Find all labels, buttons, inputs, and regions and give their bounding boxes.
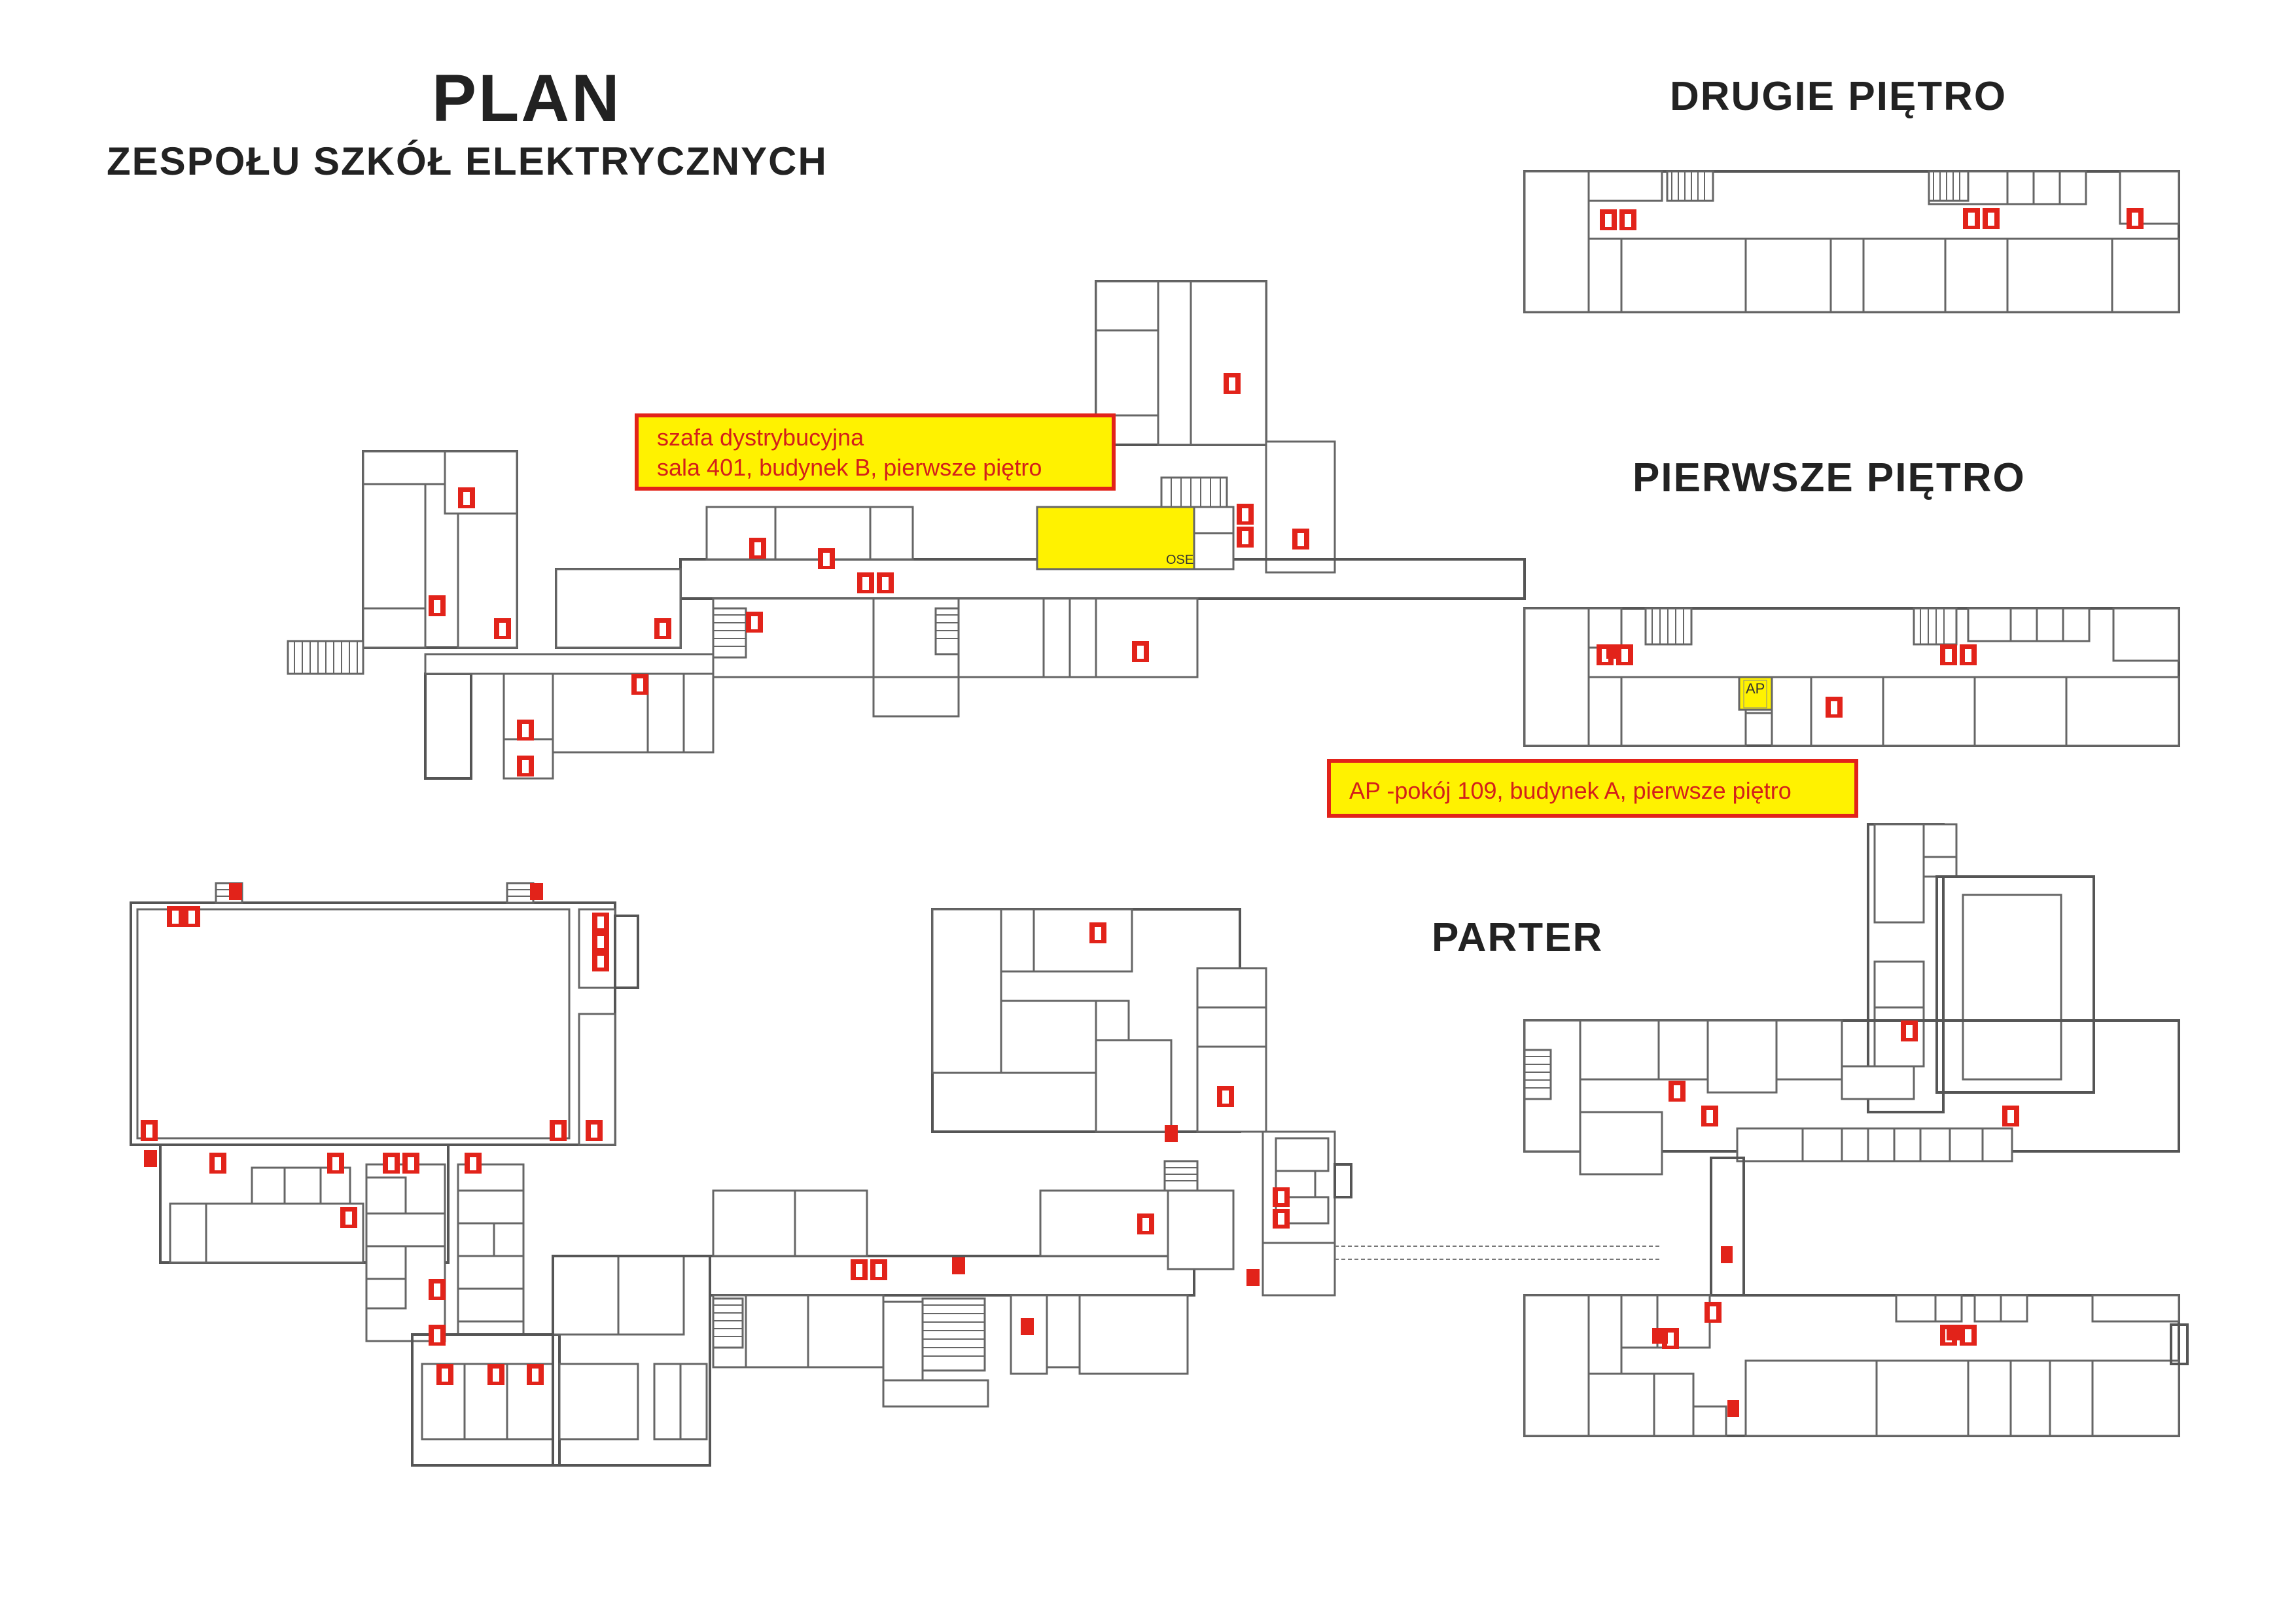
fire-extinguisher-icon bbox=[1983, 208, 2000, 229]
stairs-icon bbox=[712, 1297, 744, 1349]
fire-hydrant-icon bbox=[1727, 1400, 1739, 1417]
fire-extinguisher-icon bbox=[1701, 1106, 1718, 1126]
fire-extinguisher-icon bbox=[383, 1153, 400, 1174]
ap-callout: AP -pokój 109, budynek A, pierwsze piętr… bbox=[1327, 759, 1858, 818]
fire-hydrant-icon bbox=[1606, 644, 1621, 659]
fire-extinguisher-icon bbox=[1217, 1086, 1234, 1107]
fire-extinguisher-icon bbox=[429, 1279, 446, 1300]
fire-extinguisher-icon bbox=[402, 1153, 419, 1174]
fire-hydrant-icon bbox=[1721, 1246, 1733, 1263]
stairs-icon bbox=[1666, 170, 1714, 202]
fire-extinguisher-icon bbox=[818, 548, 835, 569]
floor-label-ground: PARTER bbox=[1432, 915, 1604, 960]
fire-extinguisher-icon bbox=[1901, 1021, 1918, 1041]
fire-hydrant-icon bbox=[1246, 1269, 1260, 1286]
fire-extinguisher-icon bbox=[2002, 1106, 2019, 1126]
stairs-icon bbox=[1928, 170, 1969, 202]
fire-extinguisher-icon bbox=[1940, 644, 1957, 665]
fire-extinguisher-icon bbox=[1600, 209, 1617, 230]
fire-extinguisher-icon bbox=[1273, 1187, 1290, 1207]
fire-extinguisher-icon bbox=[851, 1259, 868, 1280]
fire-extinguisher-icon bbox=[517, 756, 534, 777]
stairs-icon bbox=[1644, 607, 1693, 646]
stairs-icon bbox=[215, 882, 535, 904]
plan-subtitle: ZESPOŁU SZKÓŁ ELEKTRYCZNYCH bbox=[107, 139, 828, 183]
fire-extinguisher-icon bbox=[1826, 697, 1843, 718]
distribution-cabinet-callout: szafa dystrybucyjna sala 401, budynek B,… bbox=[635, 413, 1116, 491]
ground-floor-plan bbox=[130, 823, 2189, 1467]
stairs-icon bbox=[1163, 1160, 1199, 1192]
stairs-icon bbox=[934, 607, 960, 655]
fire-extinguisher-icon bbox=[1132, 641, 1149, 662]
fire-hydrant-icon bbox=[1165, 1125, 1178, 1142]
fire-extinguisher-icon bbox=[631, 674, 648, 695]
fire-extinguisher-icon bbox=[1619, 209, 1636, 230]
fire-extinguisher-icon bbox=[592, 952, 609, 971]
fire-hydrant-icon bbox=[530, 883, 543, 900]
fire-hydrant-icon bbox=[1947, 1325, 1962, 1340]
fire-extinguisher-icon bbox=[592, 913, 609, 932]
fire-extinguisher-icon bbox=[141, 1120, 158, 1141]
floor-label-second: DRUGIE PIĘTRO bbox=[1670, 74, 2007, 119]
callout-ap-text: AP -pokój 109, budynek A, pierwsze piętr… bbox=[1349, 777, 1792, 804]
fire-extinguisher-icon bbox=[746, 612, 763, 633]
fire-hydrant-icon bbox=[1021, 1318, 1034, 1335]
plan-title: PLAN bbox=[432, 61, 622, 135]
fire-extinguisher-icon bbox=[1963, 208, 1980, 229]
fire-extinguisher-icon bbox=[2127, 208, 2144, 229]
fire-hydrant-icon bbox=[229, 883, 242, 900]
fire-extinguisher-icon bbox=[429, 595, 446, 616]
floor-label-first: PIERWSZE PIĘTRO bbox=[1633, 455, 2026, 500]
fire-extinguisher-icon bbox=[1224, 373, 1241, 394]
fire-extinguisher-icon bbox=[877, 572, 894, 593]
fire-extinguisher-icon bbox=[527, 1364, 544, 1385]
fire-extinguisher-icon bbox=[1960, 644, 1977, 665]
fire-extinguisher-icon bbox=[209, 1153, 226, 1174]
fire-extinguisher-icon bbox=[167, 906, 184, 927]
fire-extinguisher-icon bbox=[517, 720, 534, 741]
stairs-icon bbox=[287, 640, 364, 675]
fire-extinguisher-icon bbox=[1273, 1209, 1290, 1229]
fire-extinguisher-icon bbox=[327, 1153, 344, 1174]
fire-extinguisher-icon bbox=[1089, 922, 1106, 943]
fire-extinguisher-icon bbox=[550, 1120, 567, 1141]
fire-extinguisher-icon bbox=[654, 618, 671, 639]
fire-extinguisher-icon bbox=[592, 932, 609, 952]
stairs-icon bbox=[1913, 607, 1958, 646]
fire-extinguisher-icon bbox=[487, 1364, 504, 1385]
fire-extinguisher-icon bbox=[429, 1325, 446, 1346]
ap-marker: AP bbox=[1746, 680, 1765, 697]
callout-cabinet-line2: sala 401, budynek B, pierwsze piętro bbox=[657, 454, 1042, 481]
fire-extinguisher-icon bbox=[1237, 504, 1254, 525]
fire-hydrant-icon bbox=[952, 1257, 965, 1274]
fire-extinguisher-icon bbox=[458, 487, 475, 508]
fire-extinguisher-icon bbox=[183, 906, 200, 927]
ose-marker: OSE bbox=[1166, 553, 1194, 567]
fire-extinguisher-icon bbox=[465, 1153, 482, 1174]
stairs-icon bbox=[921, 1297, 986, 1372]
stairs-icon bbox=[1523, 1049, 1552, 1100]
stairs-icon bbox=[1160, 476, 1228, 508]
fire-extinguisher-icon bbox=[1292, 529, 1309, 550]
fire-extinguisher-icon bbox=[857, 572, 874, 593]
fire-extinguisher-icon bbox=[1669, 1081, 1686, 1102]
fire-extinguisher-icon bbox=[749, 538, 766, 559]
fire-hydrant-icon bbox=[144, 1150, 157, 1167]
callout-cabinet-line1: szafa dystrybucyjna bbox=[657, 424, 864, 451]
fire-safety-icons bbox=[141, 208, 2144, 1417]
fire-extinguisher-icon bbox=[1237, 527, 1254, 548]
fire-extinguisher-icon bbox=[1137, 1213, 1154, 1234]
fire-extinguisher-icon bbox=[494, 618, 511, 639]
fire-extinguisher-icon bbox=[1960, 1325, 1977, 1346]
fire-extinguisher-icon bbox=[1704, 1302, 1722, 1323]
stairs-icon bbox=[712, 607, 747, 659]
fire-extinguisher-icon bbox=[340, 1207, 357, 1228]
first-floor-plan bbox=[287, 280, 2180, 780]
fire-extinguisher-icon bbox=[586, 1120, 603, 1141]
second-floor-plan bbox=[1523, 170, 2180, 313]
fire-hydrant-icon bbox=[1652, 1328, 1668, 1344]
fire-extinguisher-icon bbox=[870, 1259, 887, 1280]
fire-extinguisher-icon bbox=[436, 1364, 453, 1385]
